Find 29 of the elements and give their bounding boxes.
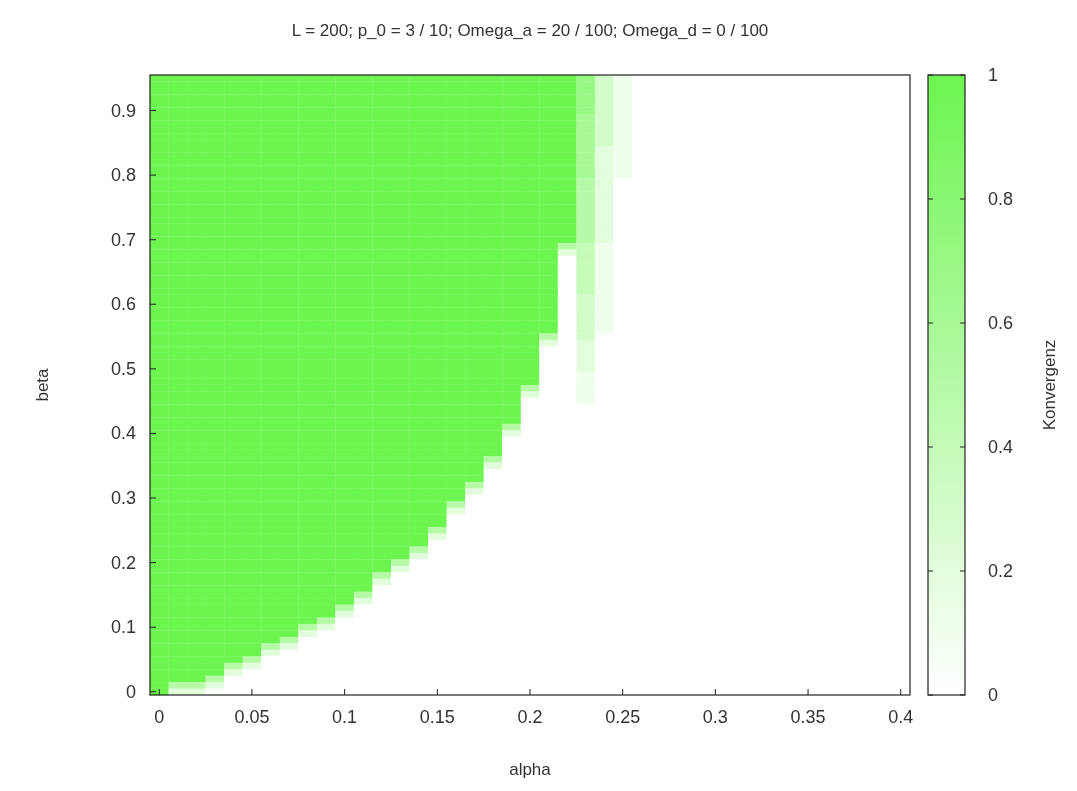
color-bar-label: 1 bbox=[988, 65, 999, 85]
x-tick-label: 0.25 bbox=[605, 707, 641, 727]
x-tick-label: 0.05 bbox=[234, 707, 270, 727]
y-tick-label: 0.7 bbox=[110, 229, 136, 250]
y-tick-label: 0 bbox=[125, 681, 136, 702]
color-bar-label: 0.4 bbox=[988, 437, 1014, 457]
chart-title: L = 200; p_0 = 3 / 10; Omega_a = 20 / 100; Omega_d = 0 / 100 bbox=[291, 21, 769, 40]
color-bar-title: Konvergenz bbox=[1040, 339, 1059, 431]
x-tick-label: 0.2 bbox=[517, 707, 543, 727]
color-bar-label: 0.6 bbox=[988, 313, 1014, 333]
y-tick-label: 0.4 bbox=[110, 423, 136, 444]
y-tick-label: 0.8 bbox=[110, 165, 136, 186]
y-tick-label: 0.9 bbox=[110, 100, 136, 121]
x-tick-label: 0.3 bbox=[702, 707, 728, 727]
y-tick-label: 0.1 bbox=[110, 617, 136, 638]
y-tick-label: 0.6 bbox=[110, 294, 136, 315]
x-tick-label: 0.1 bbox=[332, 707, 358, 727]
color-bar-label: 0 bbox=[988, 685, 999, 705]
x-tick-label: 0.15 bbox=[419, 707, 455, 727]
x-tick-label: 0.35 bbox=[790, 707, 826, 727]
x-axis-title: alpha bbox=[509, 760, 552, 779]
y-tick-label: 0.5 bbox=[110, 358, 136, 379]
y-axis-title: beta bbox=[33, 367, 52, 402]
y-tick-label: 0.3 bbox=[110, 488, 136, 509]
color-bar-label: 0.8 bbox=[988, 189, 1014, 209]
x-tick-label: 0 bbox=[154, 707, 165, 727]
x-tick-label: 0.4 bbox=[888, 707, 914, 727]
y-tick-label: 0.2 bbox=[110, 552, 136, 573]
color-bar-label: 0.2 bbox=[988, 561, 1014, 581]
